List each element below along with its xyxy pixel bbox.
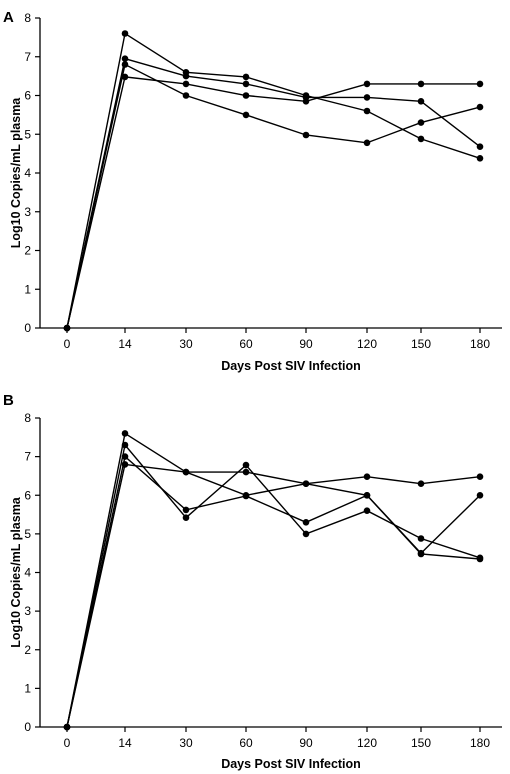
panel-b-series-3-point xyxy=(476,555,484,563)
panel-a-x-axis-title: Days Post SIV Infection xyxy=(221,359,361,373)
panel-b-series-2-point xyxy=(302,530,310,538)
panel-b-y-tick-label: 3 xyxy=(24,604,31,618)
panel-a-y-tick-label: 6 xyxy=(24,89,31,103)
panel-a-x-tick-label: 150 xyxy=(411,337,431,351)
panel-a-x-tick-label: 0 xyxy=(64,337,71,351)
panel-a-series-3-point xyxy=(242,111,250,119)
panel-a-x-tick-label: 30 xyxy=(179,337,193,351)
panel-a-series-1-point xyxy=(242,73,250,81)
panel-b-chart: B 0 1 2 3 4 5 6 7 8 0 14 30 60 90 120 150 180 Days Post SI… xyxy=(3,392,502,771)
panel-b-x-tick-label: 30 xyxy=(179,736,193,750)
panel-b-y-tick-label: 4 xyxy=(24,566,31,580)
panel-a-x-tick-label: 90 xyxy=(299,337,313,351)
panel-b-series-2-point xyxy=(242,461,250,469)
panel-a-y-tick-label: 2 xyxy=(24,244,31,258)
panel-a-series-4-point xyxy=(476,80,484,88)
panel-a-label: A xyxy=(3,9,14,26)
panel-a-y-tick-label: 3 xyxy=(24,205,31,219)
panel-a-series-3-point xyxy=(417,119,425,126)
panel-a-series-4-point xyxy=(302,98,310,105)
panel-b-y-tick-label: 1 xyxy=(24,681,31,695)
panel-a-series-3-point xyxy=(121,61,129,68)
panel-b-series-4-point xyxy=(121,461,129,468)
panel-b-y-axis-title: Log10 Copies/mL plasma xyxy=(9,496,23,648)
panel-b-y-tick-label: 6 xyxy=(24,488,31,502)
panel-a-y-tick-label: 0 xyxy=(24,321,31,335)
panel-a-series-3-point xyxy=(363,139,371,147)
panel-a-series-4-point xyxy=(121,73,129,81)
panel-b-series-4-point xyxy=(63,723,71,731)
panel-a-series-4-point xyxy=(242,92,250,99)
panel-b-series-2-point xyxy=(417,535,425,542)
panel-a-series-3-point xyxy=(182,92,190,99)
panel-a-x-tick-label: 180 xyxy=(470,337,490,351)
panel-a-series-2-point xyxy=(476,143,484,150)
panel-a-x-tick-label: 14 xyxy=(118,337,132,351)
panel-b-y-tick-label: 7 xyxy=(24,450,31,464)
panel-a-series-2-point xyxy=(182,72,190,80)
panel-b-series-4-point xyxy=(302,480,310,488)
panel-a-series-3-point xyxy=(302,131,310,139)
panel-a-series-4-point xyxy=(417,80,425,88)
panel-b-series-4-point xyxy=(417,480,425,488)
panel-b-series-1-line xyxy=(66,432,481,728)
panel-b-series-1-point xyxy=(476,492,484,499)
panel-b-y-tick-label: 0 xyxy=(24,720,31,734)
panel-b-series-4-point xyxy=(476,473,484,481)
panel-a-series-3-line xyxy=(66,63,481,329)
panel-a-y-tick-label: 1 xyxy=(24,282,31,296)
panel-a-series-3-point xyxy=(476,103,484,111)
panel-a-series-4-point xyxy=(363,80,371,88)
panel-b-series-1-point xyxy=(121,430,129,437)
panel-b-series-3-point xyxy=(417,550,425,558)
panel-a-y-tick-label: 7 xyxy=(24,50,31,64)
panel-b-series-4-point xyxy=(182,468,190,476)
panel-b-series-2-point xyxy=(121,441,129,449)
panel-a-series-1-point xyxy=(121,30,129,37)
panel-b-x-tick-label: 120 xyxy=(357,736,377,750)
panel-b-series-4-line xyxy=(66,463,481,728)
panel-b-series-2-line xyxy=(66,443,481,728)
panel-b-x-tick-label: 60 xyxy=(239,736,253,750)
panel-b-y-tick-label: 8 xyxy=(24,411,31,425)
panel-b-series-3-point xyxy=(182,506,190,514)
panel-b-x-tick-label: 14 xyxy=(118,736,132,750)
panel-b-series-3-point xyxy=(302,519,310,526)
panel-b-y-tick-label: 5 xyxy=(24,527,31,541)
panel-a-chart: A 0 1 2 3 4 5 6 7 8 0 14 30 60 90 120 150 180 Days Post SI… xyxy=(3,9,502,373)
panel-b-x-tick-label: 180 xyxy=(470,736,490,750)
panel-b-series-4-point xyxy=(363,473,371,481)
panel-b-series-3-point xyxy=(121,453,129,460)
panel-b-x-tick-label: 0 xyxy=(64,736,71,750)
panel-b-x-axis-title: Days Post SIV Infection xyxy=(221,757,361,771)
panel-a-series-1-point xyxy=(363,107,371,115)
panel-b-x-tick-label: 150 xyxy=(411,736,431,750)
panel-b-y-tick-label: 2 xyxy=(24,643,31,657)
panel-a-y-tick-label: 5 xyxy=(24,127,31,141)
panel-a-series-1-point xyxy=(417,135,425,143)
panel-a-series-2-point xyxy=(363,94,371,101)
panel-a-y-tick-label: 8 xyxy=(24,11,31,25)
panel-b-x-tick-label: 90 xyxy=(299,736,313,750)
panel-a-series-4-line xyxy=(66,76,480,329)
panel-a-x-tick-label: 120 xyxy=(357,337,377,351)
panel-b-series-2-point xyxy=(182,514,190,521)
panel-a-series-1-line xyxy=(66,32,481,329)
panel-a-y-tick-label: 4 xyxy=(24,166,31,180)
panel-a-series-2-point xyxy=(417,98,425,105)
panel-b-series-1-point xyxy=(242,468,250,476)
panel-a-x-tick-label: 60 xyxy=(239,337,253,351)
panel-b-label: B xyxy=(3,392,14,409)
panel-a-y-axis-title: Log10 Copies/mL plasma xyxy=(9,97,23,249)
panel-a-series-2-point xyxy=(121,55,129,62)
panel-a-series-4-point xyxy=(182,80,190,88)
panel-a-series-2-line xyxy=(66,57,481,329)
panel-a-series-1-point xyxy=(476,155,484,162)
panel-b-series-3-point xyxy=(363,492,371,499)
panel-a-series-2-point xyxy=(242,80,250,88)
panel-a-series-4-point xyxy=(63,324,71,332)
panel-b-series-4-point xyxy=(242,492,250,499)
panel-b-series-2-point xyxy=(363,507,371,514)
